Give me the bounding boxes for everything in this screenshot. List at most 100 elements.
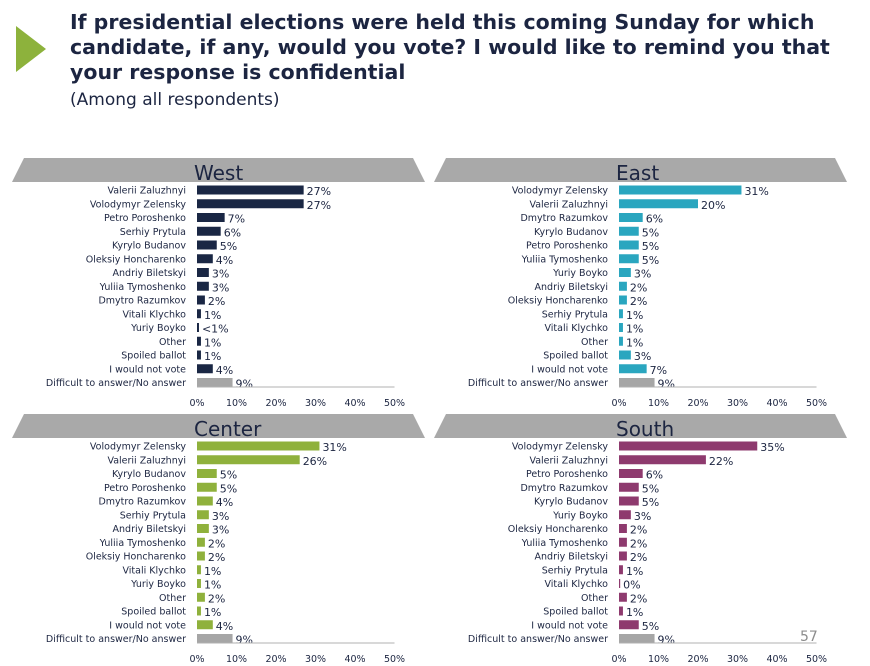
bar — [619, 524, 627, 533]
value-label: 3% — [634, 510, 651, 523]
value-label: 1% — [204, 350, 221, 363]
value-label: 4% — [216, 496, 233, 509]
x-tick-label: 0% — [611, 654, 626, 665]
value-label: 1% — [626, 323, 643, 336]
category-label: Vitali Klychko — [545, 323, 609, 334]
category-label: Kyrylo Budanov — [112, 241, 186, 252]
value-label: 7% — [650, 364, 667, 377]
bar — [619, 592, 627, 602]
value-label: 1% — [626, 606, 643, 619]
x-tick-label: 0% — [189, 398, 204, 409]
x-tick-label: 10% — [226, 398, 247, 409]
value-label: 5% — [220, 240, 237, 253]
category-label: Dmytro Razumkov — [98, 296, 186, 307]
value-label: 5% — [642, 482, 659, 495]
page-number: 57 — [800, 629, 818, 645]
category-label: Vitali Klychko — [123, 309, 187, 320]
category-label: Valerii Zaluzhnyi — [107, 186, 186, 197]
page-subtitle: (Among all respondents) — [70, 90, 280, 110]
chart-panel-center: Center Volodymyr Zelensky 31% Valerii Zalu… — [12, 414, 442, 666]
value-label: 1% — [204, 309, 221, 322]
bar — [619, 606, 623, 616]
category-label: Dmytro Razumkov — [520, 483, 608, 494]
value-label: 5% — [642, 496, 659, 509]
category-label: Petro Poroshenko — [526, 241, 608, 252]
category-label: Oleksiy Honcharenko — [86, 254, 186, 265]
bar — [619, 565, 623, 575]
value-label: 4% — [216, 254, 233, 267]
bar — [197, 469, 217, 478]
x-tick-label: 40% — [344, 654, 365, 665]
bar — [197, 323, 199, 332]
x-tick-label: 50% — [384, 398, 405, 409]
value-label: 2% — [630, 524, 647, 537]
bar — [619, 323, 623, 332]
category-label: Difficult to answer/No answer — [468, 634, 608, 645]
category-label: Spoiled ballot — [121, 351, 186, 362]
category-label: Serhiy Prytula — [542, 309, 608, 320]
bar — [197, 524, 209, 533]
x-tick-label: 10% — [226, 654, 247, 665]
x-tick-label: 10% — [648, 654, 669, 665]
bar — [619, 350, 631, 360]
x-tick-label: 20% — [265, 398, 286, 409]
x-tick-label: 10% — [648, 398, 669, 409]
category-label: Serhiy Prytula — [120, 227, 186, 238]
value-label: 1% — [204, 579, 221, 592]
category-label: Yuriy Boyko — [552, 268, 608, 279]
category-label: Spoiled ballot — [543, 351, 608, 362]
bar — [197, 441, 320, 451]
value-label: 20% — [701, 199, 725, 212]
x-tick-label: 30% — [727, 398, 748, 409]
value-label: 9% — [658, 378, 675, 391]
category-label: Yuriy Boyko — [552, 510, 608, 521]
value-label: 27% — [307, 199, 331, 212]
value-label: 0% — [623, 579, 640, 592]
category-label: Andriy Biletskyi — [113, 524, 186, 535]
value-label: 2% — [630, 537, 647, 550]
bar — [619, 213, 643, 222]
value-label: 9% — [236, 634, 253, 647]
value-label: 3% — [634, 350, 651, 363]
bar — [619, 634, 655, 643]
bar — [197, 295, 205, 305]
value-label: <1% — [202, 323, 229, 336]
region-title: East — [616, 161, 660, 185]
value-label: 3% — [212, 524, 229, 537]
page-title: If presidential elections were held this… — [70, 10, 830, 84]
x-tick-label: 40% — [766, 398, 787, 409]
bar — [197, 634, 233, 643]
bar — [619, 185, 742, 195]
value-label: 1% — [626, 565, 643, 578]
value-label: 3% — [212, 268, 229, 281]
chart-panel-east: East Volodymyr Zelensky 31% Valerii Zaluzh… — [434, 158, 864, 410]
category-label: Volodymyr Zelensky — [90, 442, 186, 453]
bar — [197, 537, 205, 547]
category-label: Difficult to answer/No answer — [46, 634, 186, 645]
x-tick-label: 40% — [344, 398, 365, 409]
category-label: Serhiy Prytula — [120, 510, 186, 521]
arrow-icon — [16, 26, 46, 72]
bar — [619, 469, 643, 478]
category-label: Volodymyr Zelensky — [512, 442, 608, 453]
bar — [197, 185, 304, 195]
value-label: 1% — [626, 309, 643, 322]
category-label: Andriy Biletskyi — [535, 282, 608, 293]
value-label: 1% — [204, 336, 221, 349]
category-label: I would not vote — [531, 364, 608, 375]
x-tick-label: 20% — [687, 398, 708, 409]
bar — [197, 226, 221, 236]
bar — [197, 268, 209, 277]
value-label: 35% — [760, 441, 784, 454]
x-tick-label: 40% — [766, 654, 787, 665]
region-tab — [12, 158, 425, 182]
bar — [197, 592, 205, 602]
bar — [619, 295, 627, 305]
category-label: Andriy Biletskyi — [113, 268, 186, 279]
bar — [619, 199, 698, 209]
value-label: 1% — [626, 336, 643, 349]
value-label: 5% — [642, 240, 659, 253]
x-tick-label: 50% — [806, 654, 827, 665]
chart-panel-south: South Volodymyr Zelensky 35% Valerii Zaluz… — [434, 414, 864, 666]
x-tick-label: 0% — [611, 398, 626, 409]
